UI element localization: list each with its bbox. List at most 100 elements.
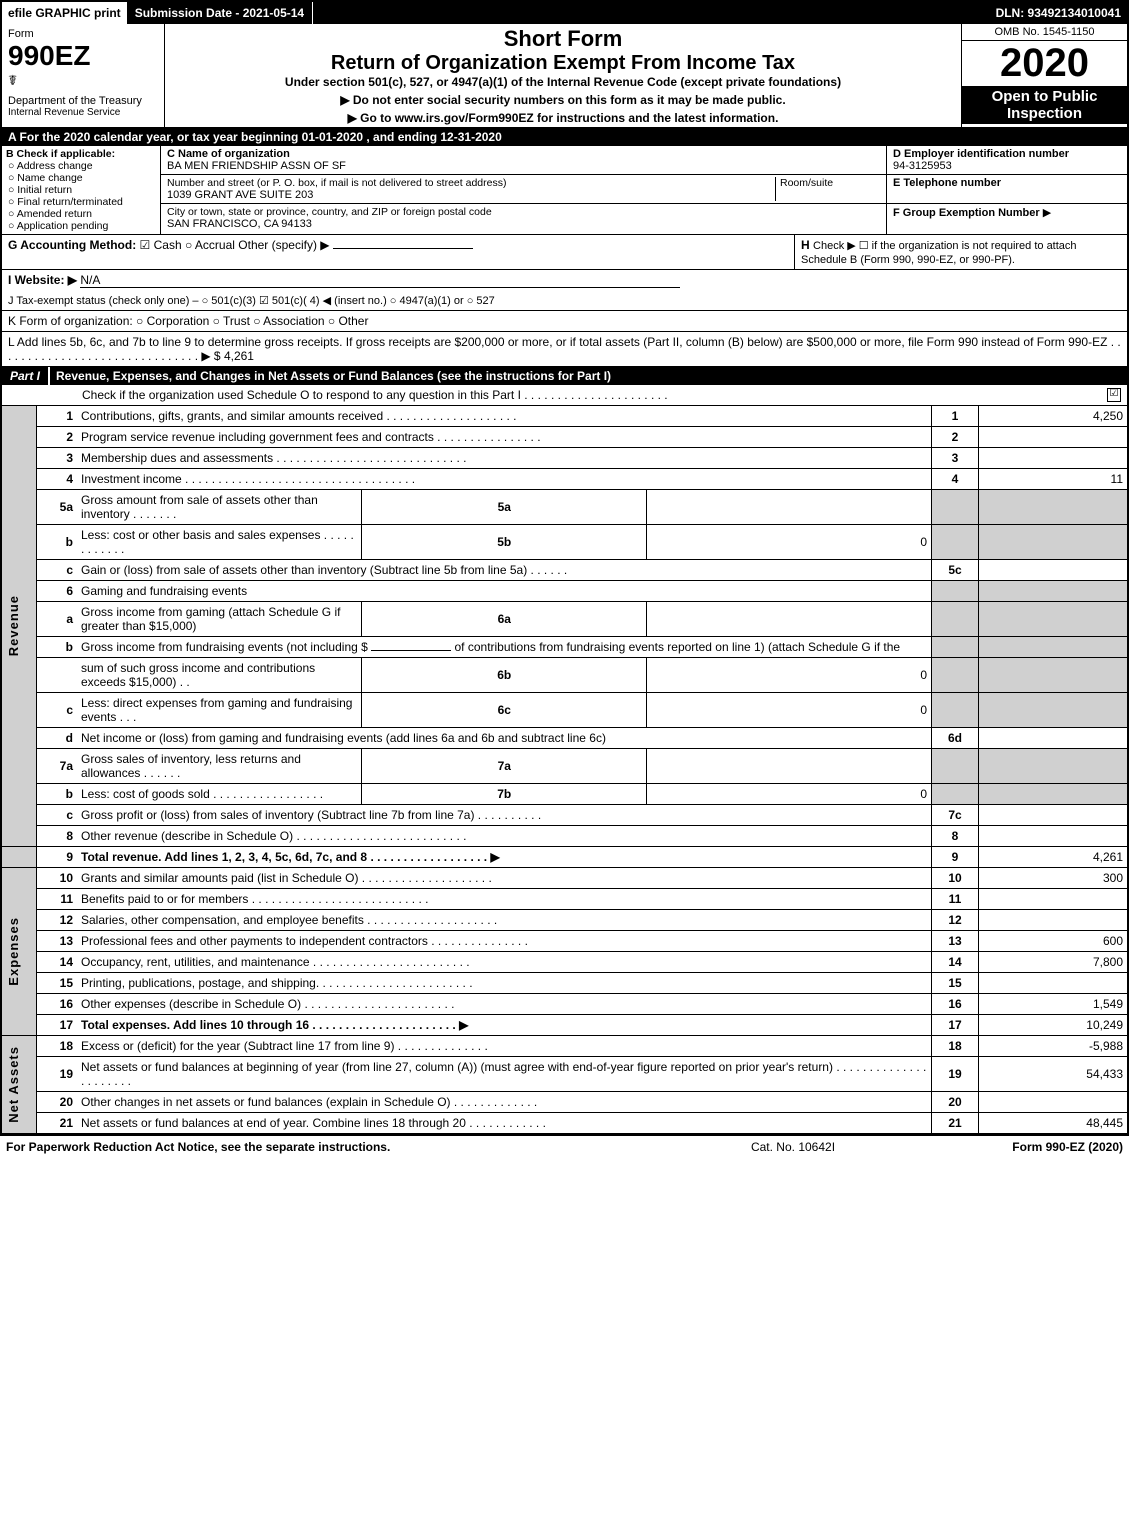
- period-row: A For the 2020 calendar year, or tax yea…: [2, 128, 1127, 146]
- line-6d-amount: [979, 728, 1128, 749]
- tax-year: 2020: [962, 41, 1127, 86]
- h-label: H: [801, 238, 810, 252]
- line-15-text: Printing, publications, postage, and shi…: [77, 973, 932, 994]
- h-text: Check ▶ ☐ if the organization is not req…: [801, 240, 1077, 266]
- l-gross-receipts: L Add lines 5b, 6c, and 7b to line 9 to …: [2, 332, 1127, 367]
- f-label: F Group Exemption Number: [893, 207, 1040, 219]
- line-19-text: Net assets or fund balances at beginning…: [77, 1057, 932, 1092]
- subtitle: Under section 501(c), 527, or 4947(a)(1)…: [171, 75, 955, 89]
- note-goto-irs[interactable]: ▶ Go to www.irs.gov/Form990EZ for instru…: [171, 111, 955, 125]
- netassets-side-label: Net Assets: [6, 1046, 21, 1123]
- line-5a-sub: 5a: [362, 490, 647, 525]
- line-11-amount: [979, 889, 1128, 910]
- part1-table: Revenue 1 Contributions, gifts, grants, …: [2, 406, 1127, 1134]
- line-14-amount: 7,800: [979, 952, 1128, 973]
- line-1-num: 1: [37, 406, 78, 427]
- city-label: City or town, state or province, country…: [167, 206, 492, 218]
- row-g-h: G Accounting Method: ☑ Cash ○ Accrual Ot…: [2, 235, 1127, 270]
- line-5a-subval: [647, 490, 932, 525]
- line-5b-sub: 5b: [362, 525, 647, 560]
- line-6-text: Gaming and fundraising events: [77, 581, 932, 602]
- i-label: I Website: ▶: [8, 273, 77, 287]
- form-ref: Form 990-EZ (2020): [923, 1140, 1123, 1154]
- g-label: G Accounting Method:: [8, 238, 136, 252]
- line-7a-sub: 7a: [362, 749, 647, 784]
- ein-value: 94-3125953: [893, 160, 952, 172]
- line-19-amount: 54,433: [979, 1057, 1128, 1092]
- note-ssn: ▶ Do not enter social security numbers o…: [171, 93, 955, 107]
- street-value: 1039 GRANT AVE SUITE 203: [167, 189, 313, 201]
- line-3-amount: [979, 448, 1128, 469]
- chk-application-pending[interactable]: ○ Application pending: [8, 220, 156, 232]
- block-abcdef: B Check if applicable: ○ Address change …: [2, 146, 1127, 235]
- footer: For Paperwork Reduction Act Notice, see …: [0, 1136, 1129, 1158]
- line-11-text: Benefits paid to or for members . . . . …: [77, 889, 932, 910]
- line-6b-text3: sum of such gross income and contributio…: [77, 658, 362, 693]
- line-13-text: Professional fees and other payments to …: [77, 931, 932, 952]
- line-7a-text: Gross sales of inventory, less returns a…: [77, 749, 362, 784]
- line-7b-sub: 7b: [362, 784, 647, 805]
- line-5a-text: Gross amount from sale of assets other t…: [77, 490, 362, 525]
- expenses-side-label: Expenses: [6, 917, 21, 986]
- part1-title: Revenue, Expenses, and Changes in Net As…: [50, 367, 1127, 385]
- line-6c-subval: 0: [647, 693, 932, 728]
- line-3-text: Membership dues and assessments . . . . …: [77, 448, 932, 469]
- line-4-amount: 11: [979, 469, 1128, 490]
- efile-graphic-print-label: efile GRAPHIC print: [2, 2, 127, 24]
- line-10-amount: 300: [979, 868, 1128, 889]
- line-7b-text: Less: cost of goods sold . . . . . . . .…: [77, 784, 362, 805]
- chk-initial-return[interactable]: ○ Initial return: [8, 184, 156, 196]
- d-label: D Employer identification number: [893, 148, 1069, 160]
- form-header: Form 990EZ ☤ Department of the Treasury …: [2, 24, 1127, 128]
- line-6b-sub: 6b: [362, 658, 647, 693]
- line-5c-lbl: 5c: [932, 560, 979, 581]
- line-13-amount: 600: [979, 931, 1128, 952]
- g-accrual[interactable]: ○ Accrual: [185, 238, 235, 252]
- part1-tag: Part I: [2, 367, 50, 385]
- chk-amended-return[interactable]: ○ Amended return: [8, 208, 156, 220]
- title-main: Return of Organization Exempt From Incom…: [171, 52, 955, 75]
- line-18-text: Excess or (deficit) for the year (Subtra…: [77, 1036, 932, 1057]
- part1-sub-text: Check if the organization used Schedule …: [82, 388, 1107, 402]
- line-9-amount: 4,261: [979, 847, 1128, 868]
- b-label: B Check if applicable:: [6, 148, 156, 160]
- line-1-amount: 4,250: [979, 406, 1128, 427]
- line-7c-lbl: 7c: [932, 805, 979, 826]
- part1-checkbox[interactable]: ☑: [1107, 388, 1121, 402]
- g-cash[interactable]: ☑ Cash: [140, 238, 182, 252]
- line-12-text: Salaries, other compensation, and employ…: [77, 910, 932, 931]
- line-6d-lbl: 6d: [932, 728, 979, 749]
- open-to-public: Open to Public Inspection: [962, 86, 1127, 124]
- line-2-text: Program service revenue including govern…: [77, 427, 932, 448]
- line-5c-text: Gain or (loss) from sale of assets other…: [77, 560, 932, 581]
- f-arrow: ▶: [1043, 207, 1051, 219]
- line-16-amount: 1,549: [979, 994, 1128, 1015]
- line-14-text: Occupancy, rent, utilities, and maintena…: [77, 952, 932, 973]
- title-short-form: Short Form: [171, 26, 955, 52]
- dept-treasury: Department of the Treasury: [8, 95, 158, 107]
- line-21-text: Net assets or fund balances at end of ye…: [77, 1113, 932, 1134]
- website-value: N/A: [80, 273, 680, 288]
- form-number: 990EZ: [8, 40, 158, 72]
- paperwork-notice: For Paperwork Reduction Act Notice, see …: [6, 1140, 663, 1154]
- revenue-side-label: Revenue: [6, 595, 21, 656]
- line-6c-text: Less: direct expenses from gaming and fu…: [77, 693, 362, 728]
- line-16-text: Other expenses (describe in Schedule O) …: [77, 994, 932, 1015]
- line-7c-text: Gross profit or (loss) from sales of inv…: [77, 805, 932, 826]
- chk-name-change[interactable]: ○ Name change: [8, 172, 156, 184]
- chk-address-change[interactable]: ○ Address change: [8, 160, 156, 172]
- line-5b-text: Less: cost or other basis and sales expe…: [77, 525, 362, 560]
- room-suite-label: Room/suite: [780, 177, 833, 189]
- chk-final-return[interactable]: ○ Final return/terminated: [8, 196, 156, 208]
- g-other[interactable]: Other (specify) ▶: [238, 238, 473, 252]
- dln-label: DLN: 93492134010041: [996, 2, 1127, 24]
- line-9-text: Total revenue. Add lines 1, 2, 3, 4, 5c,…: [77, 847, 932, 868]
- line-15-amount: [979, 973, 1128, 994]
- line-1-text: Contributions, gifts, grants, and simila…: [77, 406, 932, 427]
- line-20-amount: [979, 1092, 1128, 1113]
- line-20-text: Other changes in net assets or fund bala…: [77, 1092, 932, 1113]
- line-7a-subval: [647, 749, 932, 784]
- line-5c-amount: [979, 560, 1128, 581]
- j-tax-exempt: J Tax-exempt status (check only one) – ○…: [2, 291, 1127, 311]
- street-label: Number and street (or P. O. box, if mail…: [167, 177, 506, 189]
